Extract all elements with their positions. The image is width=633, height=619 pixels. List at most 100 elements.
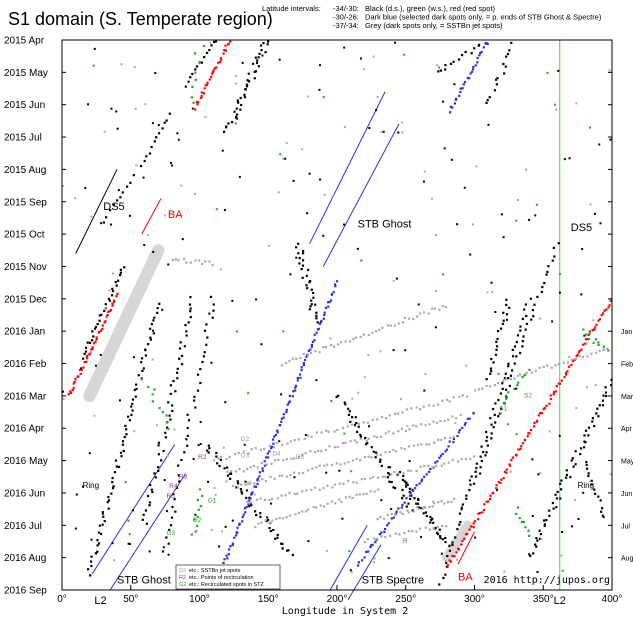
data-point: [493, 413, 496, 416]
data-point: [200, 95, 203, 98]
data-point: [330, 293, 333, 296]
data-point: [115, 110, 118, 113]
data-point: [255, 513, 258, 517]
data-point: [392, 448, 395, 452]
data-point: [306, 354, 310, 357]
data-point: [93, 47, 96, 50]
data-point: [472, 526, 475, 529]
data-point: [601, 514, 604, 517]
data-point: [268, 450, 271, 453]
data-point: [442, 100, 445, 103]
data-point: [193, 518, 196, 521]
y-tick-label: 2016 Feb: [4, 359, 47, 370]
data-point: [587, 434, 590, 437]
data-point: [212, 40, 216, 44]
data-point: [88, 452, 91, 455]
data-point: [348, 410, 351, 413]
data-point: [393, 513, 396, 516]
data-point: [69, 390, 72, 393]
y-tick-label: 2016 Jan: [4, 327, 45, 338]
data-point: [254, 525, 257, 529]
data-point: [238, 175, 241, 178]
data-point: [270, 497, 274, 501]
data-point: [357, 391, 360, 394]
data-point: [448, 400, 451, 403]
data-point: [450, 500, 453, 504]
data-point: [597, 415, 600, 418]
data-point: [359, 57, 362, 60]
data-point: [307, 349, 310, 352]
data-point: [261, 478, 264, 481]
data-point: [171, 258, 174, 262]
data-point: [215, 455, 218, 458]
data-point: [127, 542, 130, 545]
data-point: [357, 564, 360, 567]
data-point: [511, 369, 514, 372]
data-point: [245, 505, 248, 509]
data-point: [379, 516, 382, 519]
data-point: [311, 467, 314, 470]
data-point: [444, 64, 447, 67]
data-point: [570, 358, 573, 361]
data-point: [392, 516, 395, 519]
data-point: [229, 40, 232, 43]
data-point: [187, 419, 191, 422]
data-point: [247, 452, 250, 455]
data-point: [332, 291, 335, 294]
data-point: [111, 481, 114, 484]
data-point: [266, 518, 270, 522]
data-point: [148, 550, 151, 553]
data-point: [157, 453, 160, 456]
data-point: [196, 389, 200, 392]
data-point: [286, 549, 289, 552]
data-point: [420, 480, 423, 483]
data-point: [267, 456, 270, 459]
data-point: [592, 341, 595, 344]
data-point: [373, 435, 376, 438]
spot-label: R5: [167, 493, 176, 500]
data-point: [499, 327, 503, 330]
data-point: [507, 376, 510, 380]
data-point: [456, 223, 459, 226]
data-point: [474, 536, 477, 539]
data-point: [101, 523, 104, 526]
y-tick-label-right: Jul: [621, 523, 630, 530]
data-point: [248, 482, 251, 485]
data-point: [107, 499, 111, 502]
data-point: [490, 281, 493, 284]
data-point: [502, 236, 505, 239]
data-point: [376, 537, 379, 540]
data-point: [82, 357, 85, 360]
data-point: [582, 343, 585, 346]
data-point: [301, 276, 304, 279]
data-point: [368, 127, 371, 130]
data-point: [375, 109, 378, 112]
data-point: [405, 483, 408, 486]
data-point: [201, 262, 204, 265]
data-point: [189, 310, 192, 313]
data-point: [115, 284, 118, 287]
data-point: [399, 398, 402, 401]
data-point: [591, 420, 594, 423]
data-point: [131, 398, 135, 401]
data-point: [524, 526, 527, 529]
data-point: [253, 493, 256, 496]
data-point: [242, 470, 245, 473]
data-point: [252, 62, 255, 65]
data-point: [465, 364, 468, 367]
data-point: [293, 439, 296, 442]
data-point: [315, 506, 318, 509]
data-point: [497, 415, 500, 418]
data-point: [315, 379, 318, 382]
data-point: [496, 337, 499, 341]
data-point: [254, 447, 257, 450]
data-point: [318, 64, 321, 67]
data-point: [565, 469, 568, 472]
data-point: [104, 303, 107, 306]
spot-label: R3: [179, 473, 188, 480]
data-point: [264, 519, 267, 522]
data-point: [594, 338, 598, 341]
data-point: [211, 264, 214, 267]
data-point: [268, 444, 271, 447]
data-point: [343, 462, 346, 465]
